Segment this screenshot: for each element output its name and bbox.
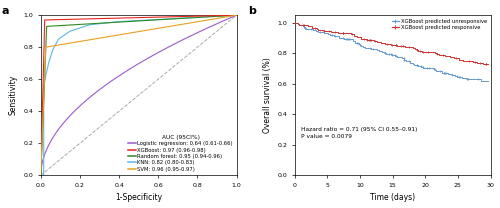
Y-axis label: Overall survival (%): Overall survival (%): [262, 57, 272, 133]
Text: a: a: [2, 6, 9, 16]
X-axis label: 1-Specificity: 1-Specificity: [115, 193, 162, 202]
X-axis label: Time (days): Time (days): [370, 193, 415, 202]
Y-axis label: Sensitivity: Sensitivity: [8, 75, 18, 115]
Text: b: b: [248, 6, 256, 16]
Text: Hazard ratio = 0.71 (95% CI 0.55–0.91)
P value = 0.0079: Hazard ratio = 0.71 (95% CI 0.55–0.91) P…: [300, 127, 417, 139]
Legend: Logistic regression: 0.64 (0.61-0.66), XGBoost: 0.97 (0.96-0.98), Random forest:: Logistic regression: 0.64 (0.61-0.66), X…: [127, 134, 234, 173]
Legend: XGBoost predicted unresponsive, XGBoost predicted responsive: XGBoost predicted unresponsive, XGBoost …: [390, 18, 488, 31]
